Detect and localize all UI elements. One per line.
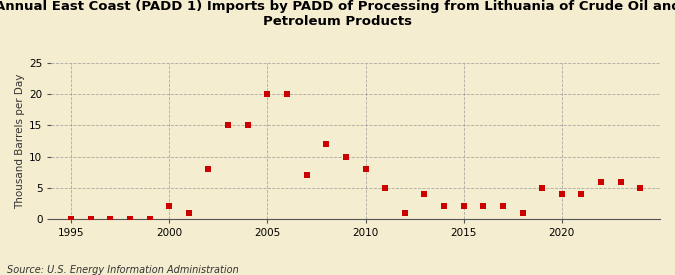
Text: Source: U.S. Energy Information Administration: Source: U.S. Energy Information Administ… — [7, 265, 238, 275]
Point — [380, 186, 391, 190]
Point — [400, 211, 410, 215]
Point — [164, 204, 175, 209]
Point — [635, 186, 646, 190]
Point — [301, 173, 312, 177]
Point — [340, 154, 351, 159]
Point — [262, 92, 273, 97]
Point — [281, 92, 292, 97]
Point — [419, 192, 430, 196]
Point — [242, 123, 253, 128]
Point — [65, 217, 76, 221]
Point — [85, 217, 96, 221]
Point — [478, 204, 489, 209]
Text: Annual East Coast (PADD 1) Imports by PADD of Processing from Lithuania of Crude: Annual East Coast (PADD 1) Imports by PA… — [0, 0, 675, 28]
Point — [517, 211, 528, 215]
Point — [360, 167, 371, 171]
Point — [223, 123, 234, 128]
Point — [537, 186, 547, 190]
Point — [184, 211, 194, 215]
Point — [458, 204, 469, 209]
Point — [497, 204, 508, 209]
Point — [125, 217, 136, 221]
Point — [321, 142, 331, 146]
Point — [105, 217, 115, 221]
Y-axis label: Thousand Barrels per Day: Thousand Barrels per Day — [15, 73, 25, 209]
Point — [576, 192, 587, 196]
Point — [616, 179, 626, 184]
Point — [203, 167, 214, 171]
Point — [439, 204, 450, 209]
Point — [144, 217, 155, 221]
Point — [556, 192, 567, 196]
Point — [596, 179, 607, 184]
